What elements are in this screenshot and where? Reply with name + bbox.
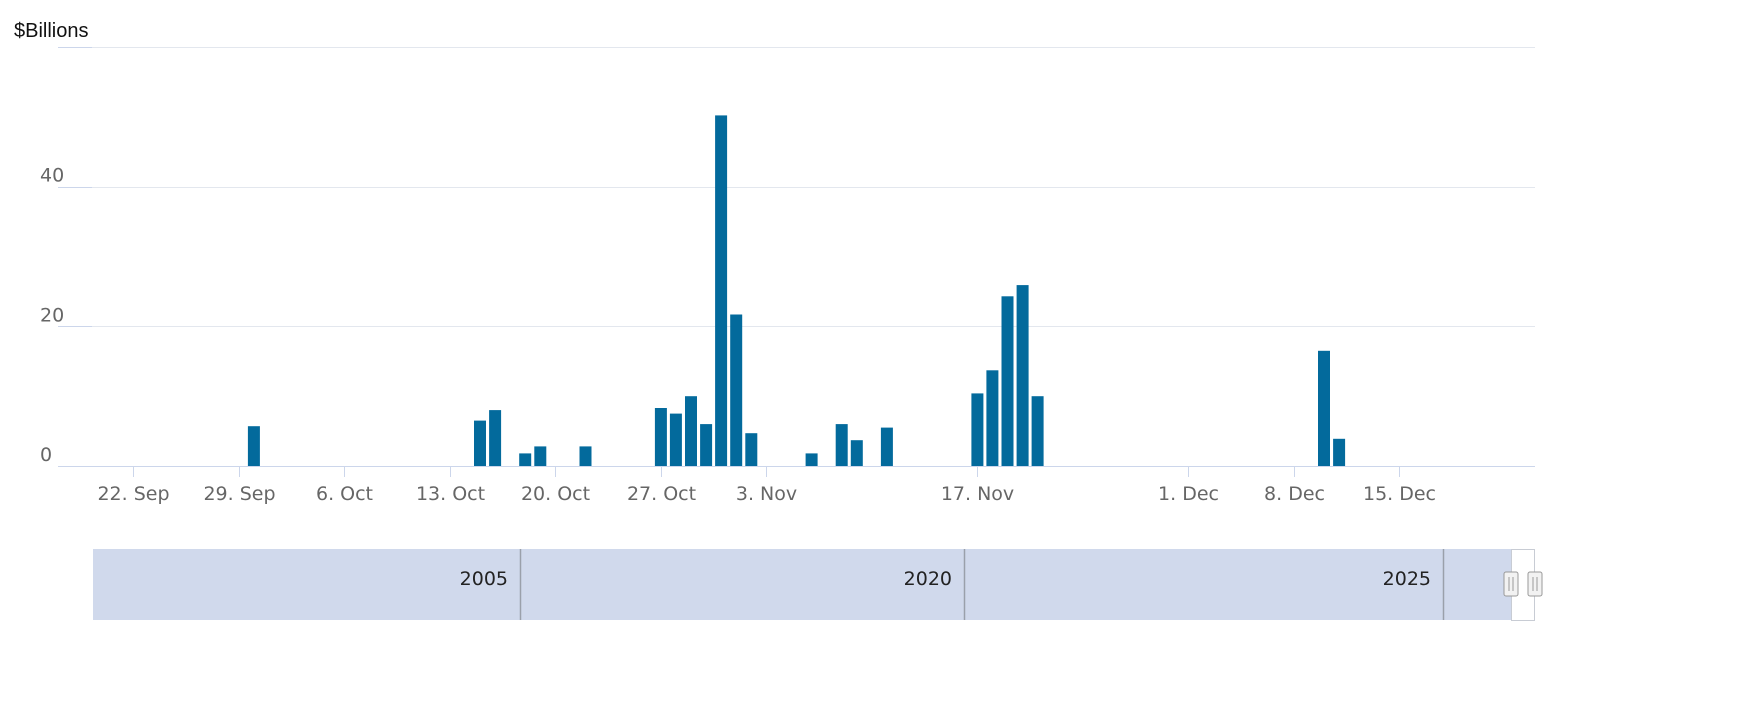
bar[interactable] [579, 446, 592, 466]
navigator-label: 2005 [460, 568, 508, 590]
bar[interactable] [850, 440, 863, 466]
bar[interactable] [715, 115, 728, 467]
bar[interactable] [745, 433, 758, 466]
x-tick-label: 27. Oct [627, 483, 696, 505]
x-tick-label: 17. Nov [941, 483, 1014, 505]
navigator-label: 2020 [904, 568, 952, 590]
x-tick-label: 15. Dec [1363, 483, 1436, 505]
bar[interactable] [1333, 438, 1346, 466]
navigator-right-handle[interactable] [1527, 571, 1543, 597]
x-tick-label: 3. Nov [736, 483, 797, 505]
bar[interactable] [685, 396, 697, 466]
bar[interactable] [247, 426, 260, 466]
bar[interactable] [654, 408, 667, 466]
bar[interactable] [489, 410, 502, 466]
navigator-left-handle[interactable] [1503, 571, 1519, 597]
handle-body [1503, 571, 1519, 597]
x-tick-label: 29. Sep [203, 483, 275, 505]
bar[interactable] [805, 453, 818, 466]
bar[interactable] [519, 453, 532, 466]
navigator-dividers [519, 549, 1445, 620]
x-tick-label: 20. Oct [521, 483, 590, 505]
navigator-label: 2025 [1383, 568, 1431, 590]
navigator-labels: 2005 2020 2025 [460, 568, 1431, 590]
bar[interactable] [1318, 350, 1330, 466]
bar[interactable] [534, 446, 547, 466]
range-navigator[interactable]: 2005 2020 2025 [93, 549, 1543, 621]
bar[interactable] [669, 413, 682, 466]
y-axis-tick-labels: 0 20 40 [40, 165, 64, 466]
bar[interactable] [1031, 396, 1044, 466]
bar[interactable] [1001, 296, 1014, 466]
bar[interactable] [835, 424, 848, 466]
x-tick-label: 13. Oct [416, 483, 485, 505]
bar[interactable] [1016, 285, 1029, 466]
x-tick-label: 6. Oct [316, 483, 373, 505]
bar[interactable] [730, 314, 743, 467]
y-axis-title: $Billions [14, 20, 88, 42]
bar[interactable] [474, 420, 486, 466]
x-axis: 22. Sep 29. Sep 6. Oct 13. Oct 20. Oct 27. Oc… [58, 466, 1535, 505]
handle-body [1527, 571, 1543, 597]
navigator-range-fill[interactable] [93, 549, 1511, 620]
bar[interactable] [971, 393, 984, 466]
bar-series[interactable] [247, 115, 1346, 467]
x-tick-label: 1. Dec [1158, 483, 1219, 505]
y-tick-label: 40 [40, 165, 64, 187]
grid-lines [58, 47, 1535, 327]
y-tick-label: 20 [40, 304, 64, 326]
bar[interactable] [880, 427, 893, 466]
bar[interactable] [700, 424, 713, 466]
bar[interactable] [986, 370, 999, 466]
x-tick-label: 22. Sep [97, 483, 169, 505]
y-tick-label: 0 [40, 444, 52, 466]
x-tick-label: 8. Dec [1264, 483, 1325, 505]
